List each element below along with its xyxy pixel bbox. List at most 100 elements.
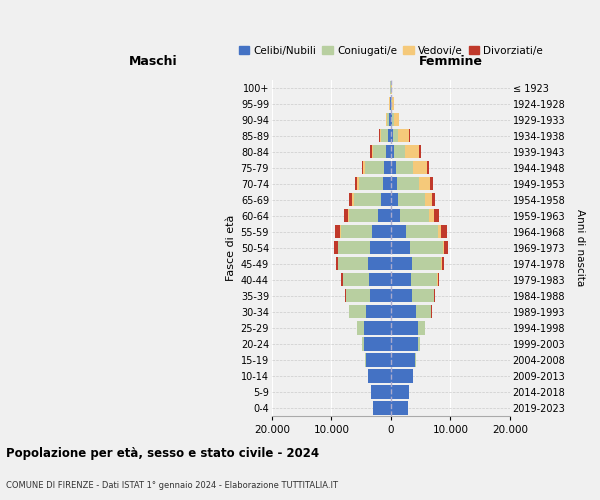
Bar xyxy=(391,370,413,382)
Bar xyxy=(391,322,418,334)
Bar xyxy=(371,386,391,398)
Bar xyxy=(409,130,410,142)
Bar xyxy=(364,338,391,350)
Bar xyxy=(391,130,393,142)
Text: Femmine: Femmine xyxy=(418,55,482,68)
Bar xyxy=(334,242,338,254)
Bar xyxy=(412,290,434,302)
Bar xyxy=(441,226,448,238)
Bar xyxy=(391,146,394,158)
Bar xyxy=(418,338,420,350)
Bar xyxy=(391,242,410,254)
Bar xyxy=(362,338,364,350)
Bar xyxy=(391,178,397,190)
Bar xyxy=(437,274,439,286)
Text: Popolazione per età, sesso e stato civile - 2024: Popolazione per età, sesso e stato civil… xyxy=(6,448,319,460)
Bar xyxy=(419,146,421,158)
Bar xyxy=(349,306,366,318)
Bar xyxy=(362,162,364,174)
Bar xyxy=(434,290,436,302)
Bar xyxy=(364,322,391,334)
Bar xyxy=(341,226,372,238)
Bar xyxy=(372,226,391,238)
Bar xyxy=(410,242,443,254)
Bar xyxy=(391,402,407,414)
Bar xyxy=(391,114,392,126)
Bar xyxy=(411,274,437,286)
Bar xyxy=(373,402,391,414)
Bar xyxy=(419,178,430,190)
Bar xyxy=(343,274,370,286)
Bar xyxy=(398,194,425,206)
Bar xyxy=(434,210,439,222)
Bar xyxy=(391,210,400,222)
Bar xyxy=(425,194,432,206)
Bar xyxy=(381,194,391,206)
Bar xyxy=(370,290,391,302)
Bar xyxy=(390,98,391,110)
Bar xyxy=(439,226,441,238)
Text: COMUNE DI FIRENZE - Dati ISTAT 1° gennaio 2024 - Elaborazione TUTTITALIA.IT: COMUNE DI FIRENZE - Dati ISTAT 1° gennai… xyxy=(6,480,338,490)
Bar xyxy=(400,210,429,222)
Bar xyxy=(368,258,391,270)
Y-axis label: Fasce di età: Fasce di età xyxy=(226,214,236,281)
Bar xyxy=(418,322,425,334)
Bar xyxy=(344,210,348,222)
Bar xyxy=(398,130,409,142)
Bar xyxy=(405,146,419,158)
Bar xyxy=(386,114,389,126)
Bar xyxy=(349,210,378,222)
Bar xyxy=(391,290,412,302)
Bar xyxy=(432,194,436,206)
Bar xyxy=(392,98,394,110)
Legend: Celibi/Nubili, Coniugati/e, Vedovi/e, Divorziati/e: Celibi/Nubili, Coniugati/e, Vedovi/e, Di… xyxy=(235,42,547,60)
Bar xyxy=(357,322,364,334)
Bar xyxy=(370,242,391,254)
Bar xyxy=(335,226,340,238)
Bar xyxy=(357,178,359,190)
Bar xyxy=(413,162,427,174)
Bar xyxy=(354,194,381,206)
Bar xyxy=(381,130,388,142)
Bar xyxy=(366,306,391,318)
Bar xyxy=(391,386,409,398)
Bar xyxy=(416,306,431,318)
Bar xyxy=(371,146,373,158)
Bar xyxy=(386,146,391,158)
Bar xyxy=(397,178,419,190)
Bar xyxy=(391,226,406,238)
Bar xyxy=(442,258,445,270)
Bar xyxy=(391,354,415,366)
Bar xyxy=(370,146,371,158)
Bar xyxy=(392,114,394,126)
Bar xyxy=(365,162,385,174)
Bar xyxy=(388,130,391,142)
Bar xyxy=(391,306,416,318)
Bar xyxy=(338,242,370,254)
Bar xyxy=(395,162,413,174)
Bar xyxy=(429,210,434,222)
Bar xyxy=(352,194,354,206)
Bar xyxy=(364,162,365,174)
Bar xyxy=(391,274,411,286)
Bar xyxy=(393,130,398,142)
Bar xyxy=(385,162,391,174)
Bar xyxy=(345,290,346,302)
Bar xyxy=(359,178,383,190)
Bar xyxy=(380,130,381,142)
Bar xyxy=(383,178,391,190)
Bar xyxy=(348,210,349,222)
Bar xyxy=(394,114,399,126)
Y-axis label: Anni di nascita: Anni di nascita xyxy=(575,210,585,286)
Bar xyxy=(394,146,405,158)
Bar xyxy=(443,242,444,254)
Bar xyxy=(346,290,370,302)
Bar xyxy=(341,274,343,286)
Bar xyxy=(336,258,338,270)
Text: Maschi: Maschi xyxy=(128,55,177,68)
Bar xyxy=(370,274,391,286)
Bar xyxy=(444,242,448,254)
Bar xyxy=(406,226,439,238)
Bar xyxy=(427,162,428,174)
Bar xyxy=(373,146,386,158)
